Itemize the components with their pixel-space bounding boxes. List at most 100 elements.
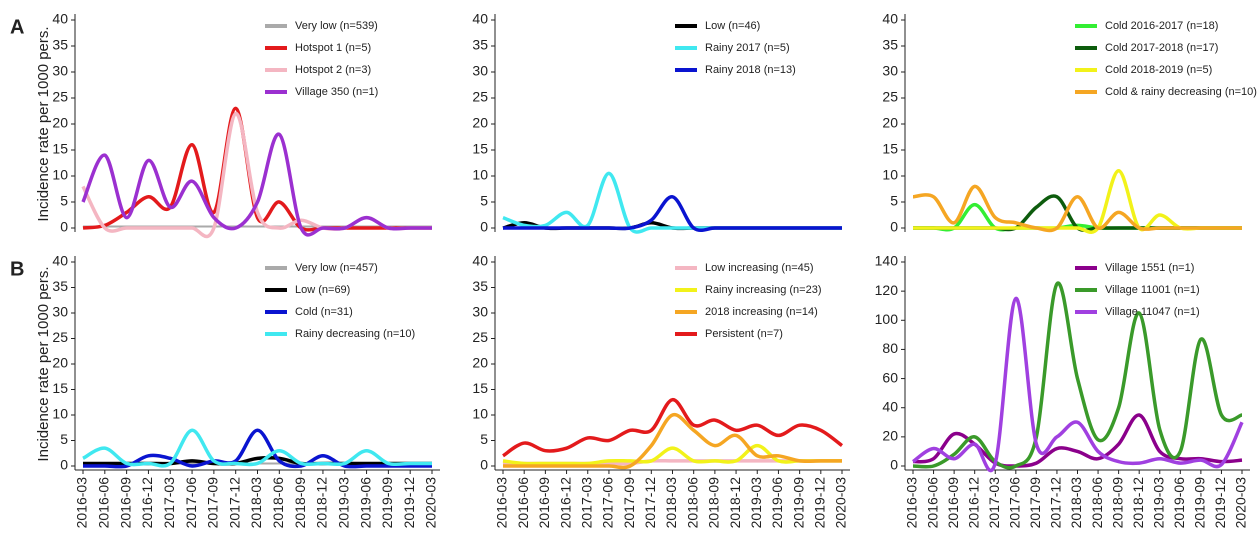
- y-tick-label: 30: [882, 63, 898, 79]
- y-tick-label: 20: [882, 428, 898, 444]
- y-tick-label: 40: [882, 398, 898, 414]
- x-tick-label: 2018-03: [663, 477, 679, 529]
- x-tick-label: 2020-03: [423, 477, 439, 529]
- y-tick-label: 25: [52, 329, 68, 345]
- legend-label: Rainy 2017 (n=5): [705, 42, 790, 54]
- x-tick-label: 2018-09: [706, 477, 722, 529]
- x-tick-label: 2020-03: [833, 477, 849, 529]
- y-tick-label: 0: [890, 219, 898, 235]
- y-tick-label: 30: [472, 304, 488, 320]
- legend-label: Very low (n=457): [295, 262, 378, 274]
- y-tick-label: 40: [472, 11, 488, 27]
- x-tick-label: 2016-09: [536, 477, 552, 529]
- y-tick-label: 15: [882, 141, 898, 157]
- y-tick-label: 35: [52, 278, 68, 294]
- x-tick-label: 2017-03: [161, 477, 177, 529]
- x-tick-label: 2020-03: [1233, 477, 1249, 529]
- series-line: [83, 428, 432, 469]
- y-tick-label: 20: [472, 115, 488, 131]
- x-tick-label: 2017-12: [642, 477, 658, 529]
- legend-label: Persistent (n=7): [705, 328, 783, 340]
- y-tick-label: 5: [60, 431, 68, 447]
- legend-label: Hotspot 1 (n=5): [295, 42, 371, 54]
- y-tick-label: 40: [52, 11, 68, 27]
- x-tick-label: 2018-09: [292, 477, 308, 529]
- series-line: [81, 132, 432, 237]
- y-tick-label: 30: [472, 63, 488, 79]
- series-line: [82, 428, 432, 468]
- y-tick-label: 40: [882, 11, 898, 27]
- x-tick-label: 2019-03: [335, 477, 351, 529]
- y-tick-label: 15: [472, 380, 488, 396]
- series-line: [911, 296, 1244, 473]
- y-tick-label: 5: [480, 193, 488, 209]
- x-tick-label: 2016-03: [494, 477, 510, 529]
- x-tick-label: 2019-09: [379, 477, 395, 529]
- y-tick-label: 15: [52, 380, 68, 396]
- x-tick-label: 2017-03: [986, 477, 1002, 529]
- legend-label: Very low (n=539): [295, 20, 378, 32]
- x-tick-label: 2016-03: [904, 477, 920, 529]
- y-axis-label: Incidence rate per 1000 pers.: [35, 26, 52, 221]
- x-tick-label: 2019-03: [748, 477, 764, 529]
- x-tick-label: 2019-09: [1192, 477, 1208, 529]
- y-tick-label: 10: [52, 167, 68, 183]
- x-tick-label: 2016-12: [965, 477, 981, 529]
- y-tick-label: 120: [875, 282, 899, 298]
- x-tick-label: 2016-12: [557, 477, 573, 529]
- legend-label: Low (n=46): [705, 20, 760, 32]
- legend-label: Cold 2016-2017 (n=18): [1105, 20, 1218, 32]
- x-tick-label: 2018-12: [314, 477, 330, 529]
- series-line: [502, 397, 844, 458]
- y-tick-label: 80: [882, 340, 898, 356]
- x-tick-label: 2018-06: [1089, 477, 1105, 529]
- x-tick-label: 2018-12: [727, 477, 743, 529]
- y-tick-label: 25: [52, 89, 68, 105]
- x-tick-label: 2017-06: [600, 477, 616, 529]
- series-line: [502, 171, 842, 234]
- y-tick-label: 10: [472, 167, 488, 183]
- x-tick-label: 2016-09: [945, 477, 961, 529]
- legend-label: Cold 2017-2018 (n=17): [1105, 42, 1218, 54]
- y-tick-label: 0: [60, 457, 68, 473]
- y-tick-label: 60: [882, 369, 898, 385]
- y-tick-label: 10: [882, 167, 898, 183]
- panel-label: A: [10, 16, 24, 38]
- y-tick-label: 20: [882, 115, 898, 131]
- x-tick-label: 2017-03: [578, 477, 594, 529]
- y-tick-label: 5: [480, 431, 488, 447]
- x-tick-label: 2018-12: [1130, 477, 1146, 529]
- legend-label: Rainy increasing (n=23): [705, 284, 821, 296]
- legend-label: Cold (n=31): [295, 306, 353, 318]
- y-tick-label: 20: [52, 115, 68, 131]
- x-tick-label: 2016-09: [117, 477, 133, 529]
- y-tick-label: 15: [472, 141, 488, 157]
- legend-label: Village 11001 (n=1): [1105, 284, 1200, 296]
- series-line: [913, 169, 1242, 234]
- y-tick-label: 5: [60, 193, 68, 209]
- y-tick-label: 10: [472, 406, 488, 422]
- x-tick-label: 2017-09: [1027, 477, 1043, 529]
- x-tick-label: 2017-06: [1007, 477, 1023, 529]
- y-tick-label: 35: [52, 37, 68, 53]
- x-tick-label: 2018-03: [248, 477, 264, 529]
- series-line: [502, 443, 842, 466]
- x-tick-label: 2017-06: [183, 477, 199, 529]
- x-tick-label: 2019-06: [769, 477, 785, 529]
- x-tick-label: 2019-06: [357, 477, 373, 529]
- y-tick-label: 0: [480, 219, 488, 235]
- legend-label: Low increasing (n=45): [705, 262, 814, 274]
- x-tick-label: 2019-03: [1150, 477, 1166, 529]
- y-tick-label: 25: [472, 89, 488, 105]
- legend-label: Low (n=69): [295, 284, 350, 296]
- y-tick-label: 0: [890, 457, 898, 473]
- y-tick-label: 30: [52, 304, 68, 320]
- y-tick-label: 35: [472, 278, 488, 294]
- y-tick-label: 35: [472, 37, 488, 53]
- x-tick-label: 2018-09: [1109, 477, 1125, 529]
- y-tick-label: 15: [52, 141, 68, 157]
- x-tick-label: 2016-12: [139, 477, 155, 529]
- y-tick-label: 10: [52, 406, 68, 422]
- x-tick-label: 2017-12: [1048, 477, 1064, 529]
- x-tick-label: 2018-06: [270, 477, 286, 529]
